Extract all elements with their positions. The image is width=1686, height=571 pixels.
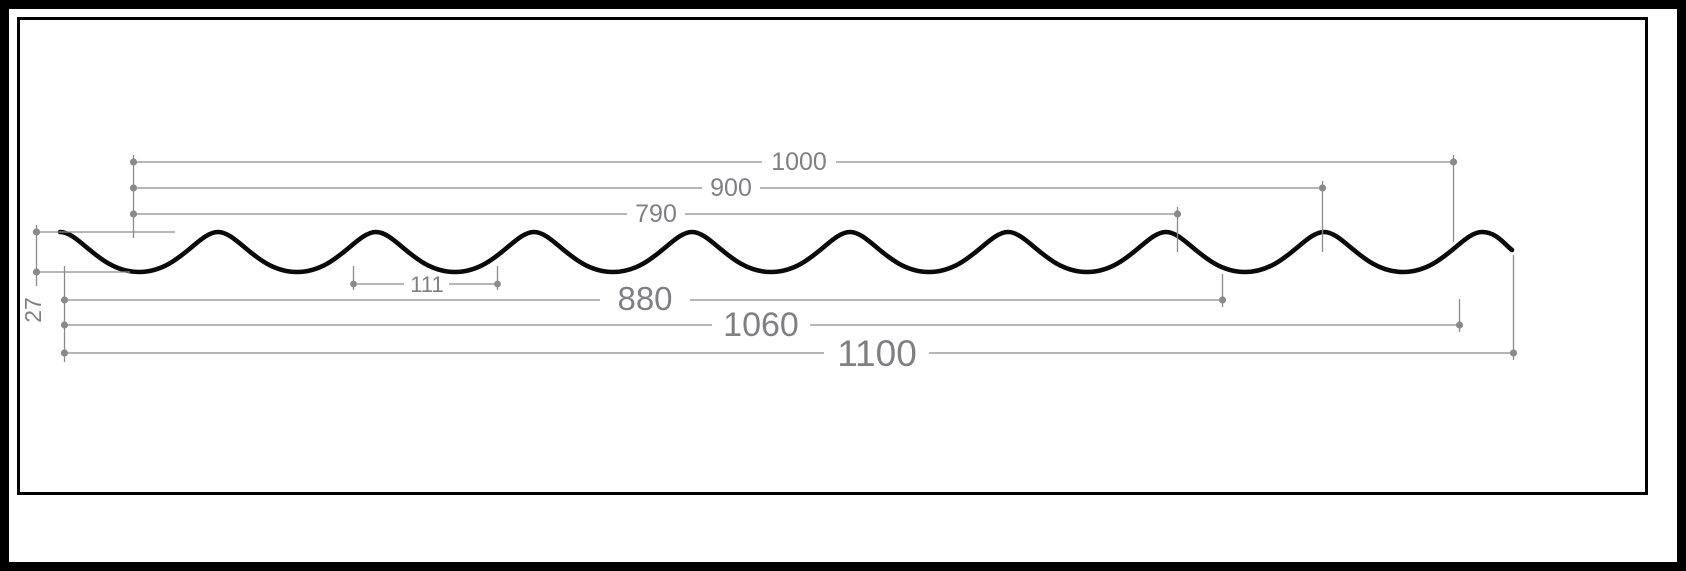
dim-27-top-dot [32,228,41,236]
top-dimensions-group [129,155,1458,252]
dim-111-left-dot [350,280,357,288]
dim-1000-origin-dot [129,158,138,166]
corrugated-wave-profile [57,229,1515,275]
dim-111-right-dot [494,280,501,288]
dim-1060-origin-dot [60,321,69,329]
inner-border [17,17,1648,495]
dimension-900 [129,181,1327,252]
dim-900-origin-dot [129,184,138,192]
height-dimension-27 [32,225,175,286]
dim-790-origin-dot [129,210,138,218]
dim-1100-origin-dot [60,349,69,357]
dimension-880 [60,274,1227,307]
dim-27-bottom-dot [32,268,41,276]
dimension-1060 [60,299,1464,332]
dimension-label-790: 790 [635,200,677,228]
dimension-label-111: 111 [410,272,443,297]
dimension-1000 [129,155,1458,242]
dimension-label-1000: 1000 [771,148,827,176]
pitch-dimension-111 [350,266,501,290]
dim-880-origin-dot [60,296,69,304]
dimension-label-1100: 1100 [837,333,917,374]
dimension-label-900: 900 [710,174,752,202]
bottom-dimensions-group [60,255,1518,362]
dimension-label-1060: 1060 [723,306,799,344]
dimension-790 [129,207,1182,252]
dimension-1100 [60,255,1518,360]
dimension-label-27: 27 [20,297,46,323]
dimension-label-880: 880 [617,280,672,317]
